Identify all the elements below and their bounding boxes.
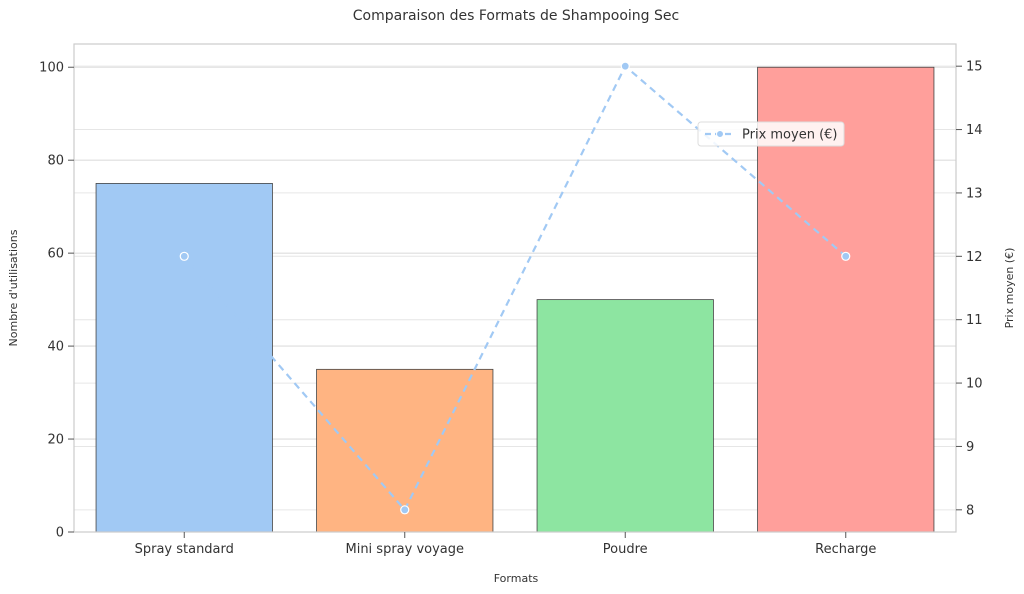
plot-frame bbox=[73, 43, 957, 533]
y-axis-label: Nombre d'utilisations bbox=[7, 229, 20, 346]
bar bbox=[536, 299, 714, 533]
y-tick-label: 20 bbox=[47, 433, 64, 448]
price-point bbox=[179, 251, 189, 261]
y2-tick-label: 11 bbox=[966, 313, 983, 328]
y2-tick-label: 8 bbox=[966, 503, 974, 518]
chart-title: Comparaison des Formats de Shampooing Se… bbox=[353, 8, 679, 24]
y2-tick-label: 10 bbox=[966, 377, 983, 392]
x-tick-label: Poudre bbox=[603, 542, 648, 557]
y2-tick-label: 12 bbox=[966, 250, 983, 265]
y2-tick-label: 9 bbox=[966, 440, 974, 455]
y-tick-label: 60 bbox=[47, 247, 64, 262]
price-point bbox=[620, 61, 630, 71]
x-tick-label: Recharge bbox=[815, 542, 876, 557]
x-axis-ticks: Spray standard Mini spray voyage Poudre Rec… bbox=[135, 532, 876, 557]
y2-axis-label: Prix moyen (€) bbox=[1003, 248, 1016, 329]
legend: Prix moyen (€) bbox=[697, 121, 845, 147]
x-axis-label: Formats bbox=[494, 572, 539, 585]
y2-tick-label: 14 bbox=[966, 123, 983, 138]
right-axis-ticks: 8 9 10 11 12 13 14 15 bbox=[956, 60, 983, 518]
legend-label: Prix moyen (€) bbox=[742, 128, 838, 143]
price-line-path bbox=[183, 65, 847, 511]
y-tick-label: 40 bbox=[47, 340, 64, 355]
price-point bbox=[400, 505, 410, 515]
y-tick-label: 80 bbox=[47, 154, 64, 169]
price-line bbox=[179, 61, 851, 515]
y-tick-label: 0 bbox=[56, 526, 64, 541]
y2-tick-label: 13 bbox=[966, 186, 983, 201]
x-tick-label: Spray standard bbox=[135, 542, 234, 557]
legend-marker bbox=[716, 130, 724, 138]
bar bbox=[95, 183, 273, 533]
legend-box bbox=[697, 121, 845, 147]
x-tick-label: Mini spray voyage bbox=[345, 542, 464, 557]
price-point bbox=[841, 251, 851, 261]
bar bbox=[316, 368, 494, 533]
y-tick-label: 100 bbox=[39, 61, 64, 76]
y2-tick-label: 15 bbox=[966, 60, 983, 75]
left-axis-ticks: 0 20 40 60 80 100 bbox=[39, 61, 74, 541]
